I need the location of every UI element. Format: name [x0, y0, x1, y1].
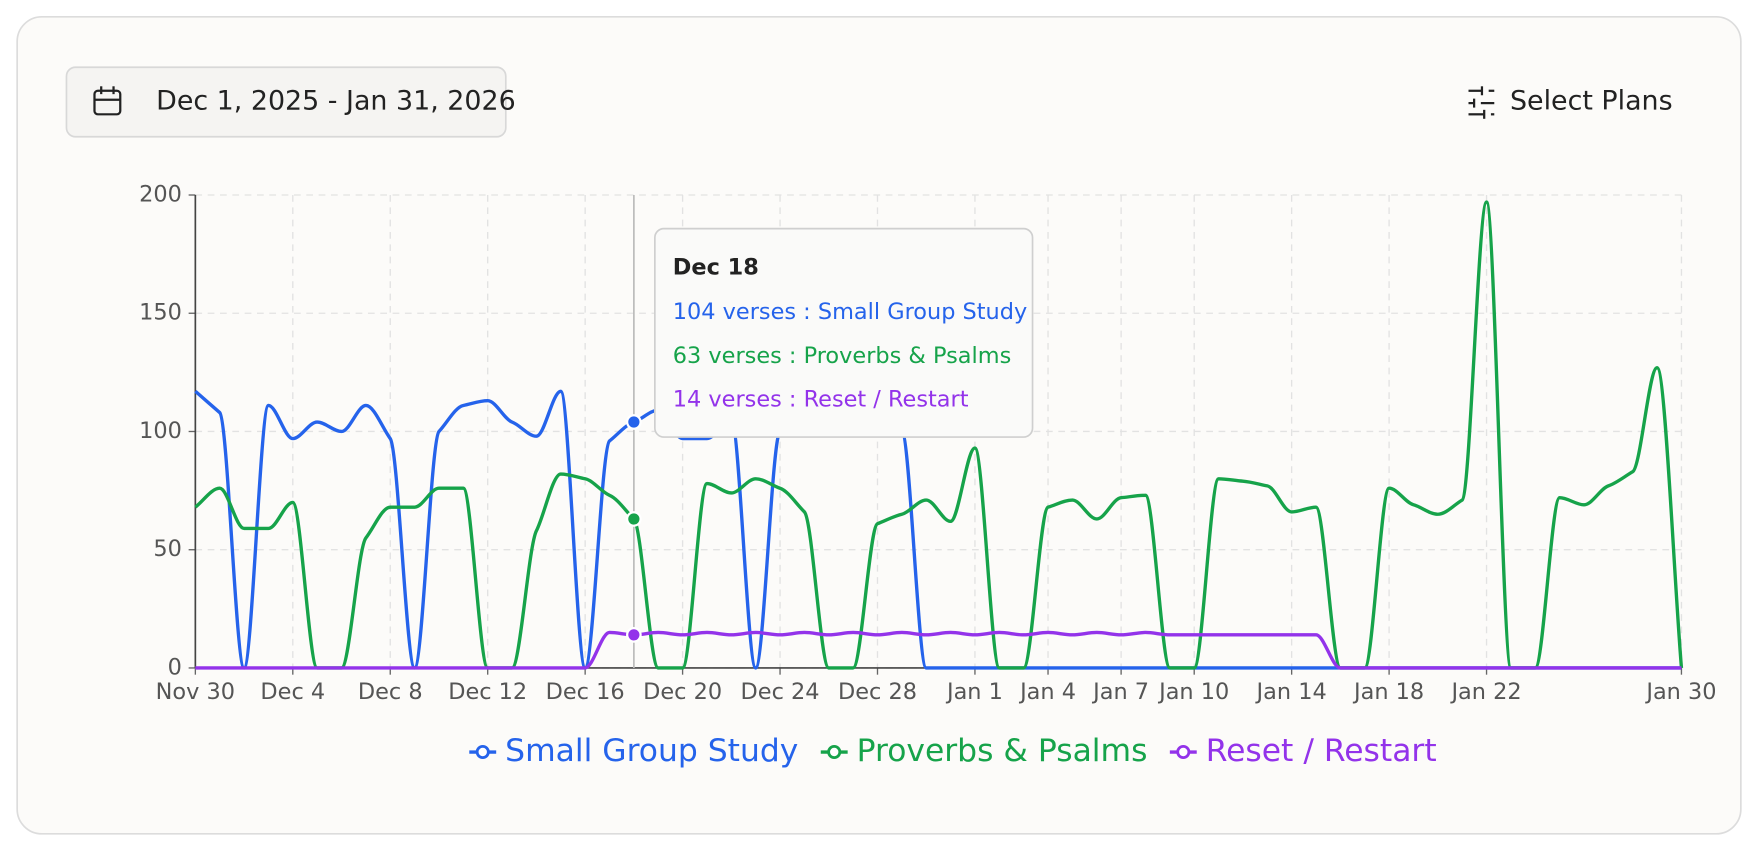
- x-tick-label: Dec 16: [546, 679, 625, 705]
- tooltip-box: [654, 227, 1034, 438]
- tooltip: Dec 18 104 verses : Small Group Study 63 v…: [654, 227, 1034, 438]
- y-tick-label: 100: [139, 418, 182, 444]
- legend-label: Small Group Study: [505, 733, 798, 769]
- select-plans-text: Select Plans: [1510, 85, 1673, 116]
- legend-label: Reset / Restart: [1206, 733, 1437, 769]
- x-tick-label: Dec 24: [741, 679, 820, 705]
- legend-marker-dot: [1176, 745, 1191, 760]
- y-tick-label: 50: [153, 536, 182, 562]
- x-tick-label: Dec 12: [448, 679, 527, 705]
- filter-icon: [1468, 86, 1495, 119]
- legend-item[interactable]: Small Group Study: [469, 733, 798, 769]
- tooltip-line: 14 verses : Reset / Restart: [673, 387, 969, 413]
- calendar-icon: [93, 86, 122, 116]
- tooltip-line: 63 verses : Proverbs & Psalms: [673, 343, 1011, 369]
- date-range-button[interactable]: Dec 1, 2025 - Jan 31, 2026: [65, 66, 516, 138]
- y-tick-label: 0: [168, 654, 182, 680]
- button-background: [65, 66, 507, 138]
- x-tick-label: Nov 30: [156, 679, 235, 705]
- tooltip-title: Dec 18: [673, 254, 759, 280]
- y-tick-label: 200: [139, 182, 182, 208]
- y-tick-label: 150: [139, 300, 182, 326]
- date-range-text: Dec 1, 2025 - Jan 31, 2026: [156, 85, 516, 116]
- chart: 0 50 100 150 200 Nov 30 Dec 4 Dec 8 Dec 12 Dec 16…: [139, 182, 1716, 770]
- hover-dot: [626, 414, 642, 430]
- legend-marker-dot: [475, 745, 490, 760]
- x-tick-label: Dec 4: [260, 679, 325, 705]
- x-tick-label: Jan 14: [1255, 679, 1327, 705]
- hover-dot: [626, 511, 642, 527]
- hover-dot: [626, 627, 642, 643]
- x-tick-label: Dec 28: [838, 679, 917, 705]
- x-tick-label: Jan 1: [945, 679, 1003, 705]
- legend-item[interactable]: Reset / Restart: [1169, 733, 1437, 769]
- series-line: [194, 200, 1684, 670]
- x-tick-label: Jan 22: [1449, 679, 1521, 705]
- x-tick-label: Jan 4: [1018, 679, 1076, 705]
- x-tick-label: Dec 8: [358, 679, 423, 705]
- tooltip-line: 104 verses : Small Group Study: [673, 299, 1027, 325]
- x-tick-label: Jan 30: [1644, 679, 1716, 705]
- x-tick-label: Dec 20: [643, 679, 722, 705]
- legend: Small Group Study Proverbs & Psalms Reset …: [469, 733, 1437, 769]
- legend-marker-dot: [827, 745, 842, 760]
- legend-label: Proverbs & Psalms: [857, 733, 1148, 769]
- x-tick-label: Jan 10: [1157, 679, 1229, 705]
- x-tick-label: Jan 18: [1352, 679, 1424, 705]
- x-tick-label: Jan 7: [1091, 679, 1149, 705]
- select-plans-button[interactable]: Select Plans: [1468, 85, 1673, 119]
- series-line: [195, 630, 1682, 670]
- legend-item[interactable]: Proverbs & Psalms: [820, 733, 1148, 769]
